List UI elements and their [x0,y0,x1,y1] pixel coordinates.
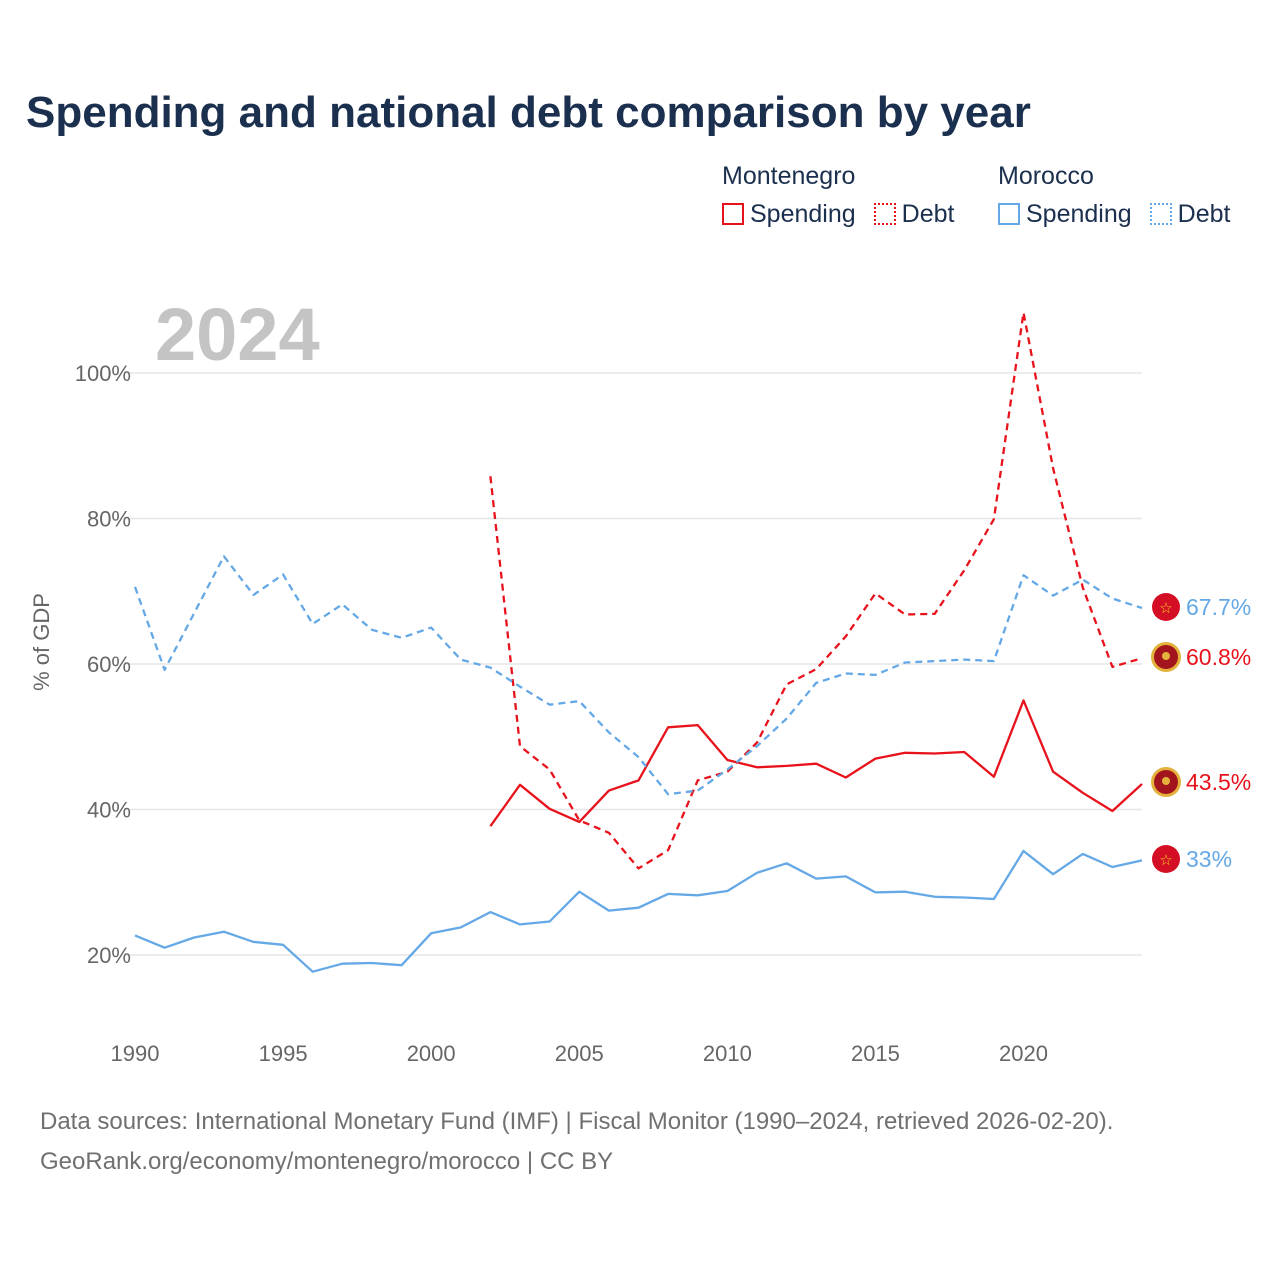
x-tick-label: 2005 [555,1041,604,1066]
flag-marker-montenegro-spending [1151,767,1181,797]
crest-icon [1162,652,1170,660]
legend-montenegro-spending[interactable]: Spending [722,200,856,229]
legend-swatch-solid [998,203,1020,225]
series-lines [133,311,1143,973]
source-line-2[interactable]: GeoRank.org/economy/montenegro/morocco |… [40,1148,614,1175]
x-tick-label: 1995 [259,1041,308,1066]
crest-icon [1162,777,1170,785]
end-label-montenegro-spending: 43.5% [1186,769,1251,795]
end-label-morocco-debt: 67.7% [1186,594,1251,620]
y-tick-label: 100% [75,361,131,386]
chart-title: Spending and national debt comparison by… [26,88,1031,137]
flag-marker-morocco-debt: ☆ [1152,593,1180,621]
series-line-montenegro-debt[interactable] [489,311,1143,870]
legend-country-morocco: Morocco [998,162,1094,190]
legend-montenegro-debt[interactable]: Debt [873,199,955,229]
source-line-1: Data sources: International Monetary Fun… [40,1108,1114,1135]
legend-morocco-debt[interactable]: Debt [1149,199,1231,229]
y-tick-label: 80% [87,507,131,532]
y-tick-label: 40% [87,798,131,823]
series-line-morocco-debt[interactable] [133,555,1143,796]
legend-group-morocco: Morocco Spending Debt [998,162,1230,232]
legend-label: Spending [1026,199,1132,228]
y-axis-ticks: 20% 40% 60% 80% 100% [75,361,131,968]
legend-morocco-spending[interactable]: Spending [998,200,1132,229]
x-tick-label: 1990 [111,1041,160,1066]
year-label: 2024 [155,293,320,376]
x-tick-label: 2000 [407,1041,456,1066]
star-icon: ☆ [1159,599,1172,617]
legend-label: Debt [1177,199,1231,228]
star-icon: ☆ [1159,851,1172,869]
legend-country-montenegro: Montenegro [722,162,856,190]
legend-swatch-solid [722,203,744,225]
x-tick-label: 2015 [851,1041,900,1066]
x-axis-ticks: 1990 1995 2000 2005 2010 2015 2020 [111,1041,1048,1066]
x-tick-label: 2020 [999,1041,1048,1066]
y-tick-label: 20% [87,943,131,968]
flag-marker-montenegro-debt [1151,642,1181,672]
legend-label: Spending [750,199,856,228]
y-tick-label: 60% [87,652,131,677]
flag-marker-morocco-spending: ☆ [1152,845,1180,873]
end-label-montenegro-debt: 60.8% [1186,644,1251,670]
legend-label: Debt [901,199,955,228]
legend-swatch-dotted [873,203,896,225]
gridlines [125,372,1142,956]
x-tick-label: 2010 [703,1041,752,1066]
end-label-morocco-spending: 33% [1186,846,1232,872]
series-line-morocco-spending[interactable] [134,849,1143,973]
end-labels: ☆ 67.7% 60.8% 43.5% ☆ 33% [1151,593,1251,873]
legend-swatch-dotted [1149,203,1172,225]
legend-group-montenegro: Montenegro Spending Debt [722,162,972,232]
series-line-montenegro-spending[interactable] [489,699,1143,827]
